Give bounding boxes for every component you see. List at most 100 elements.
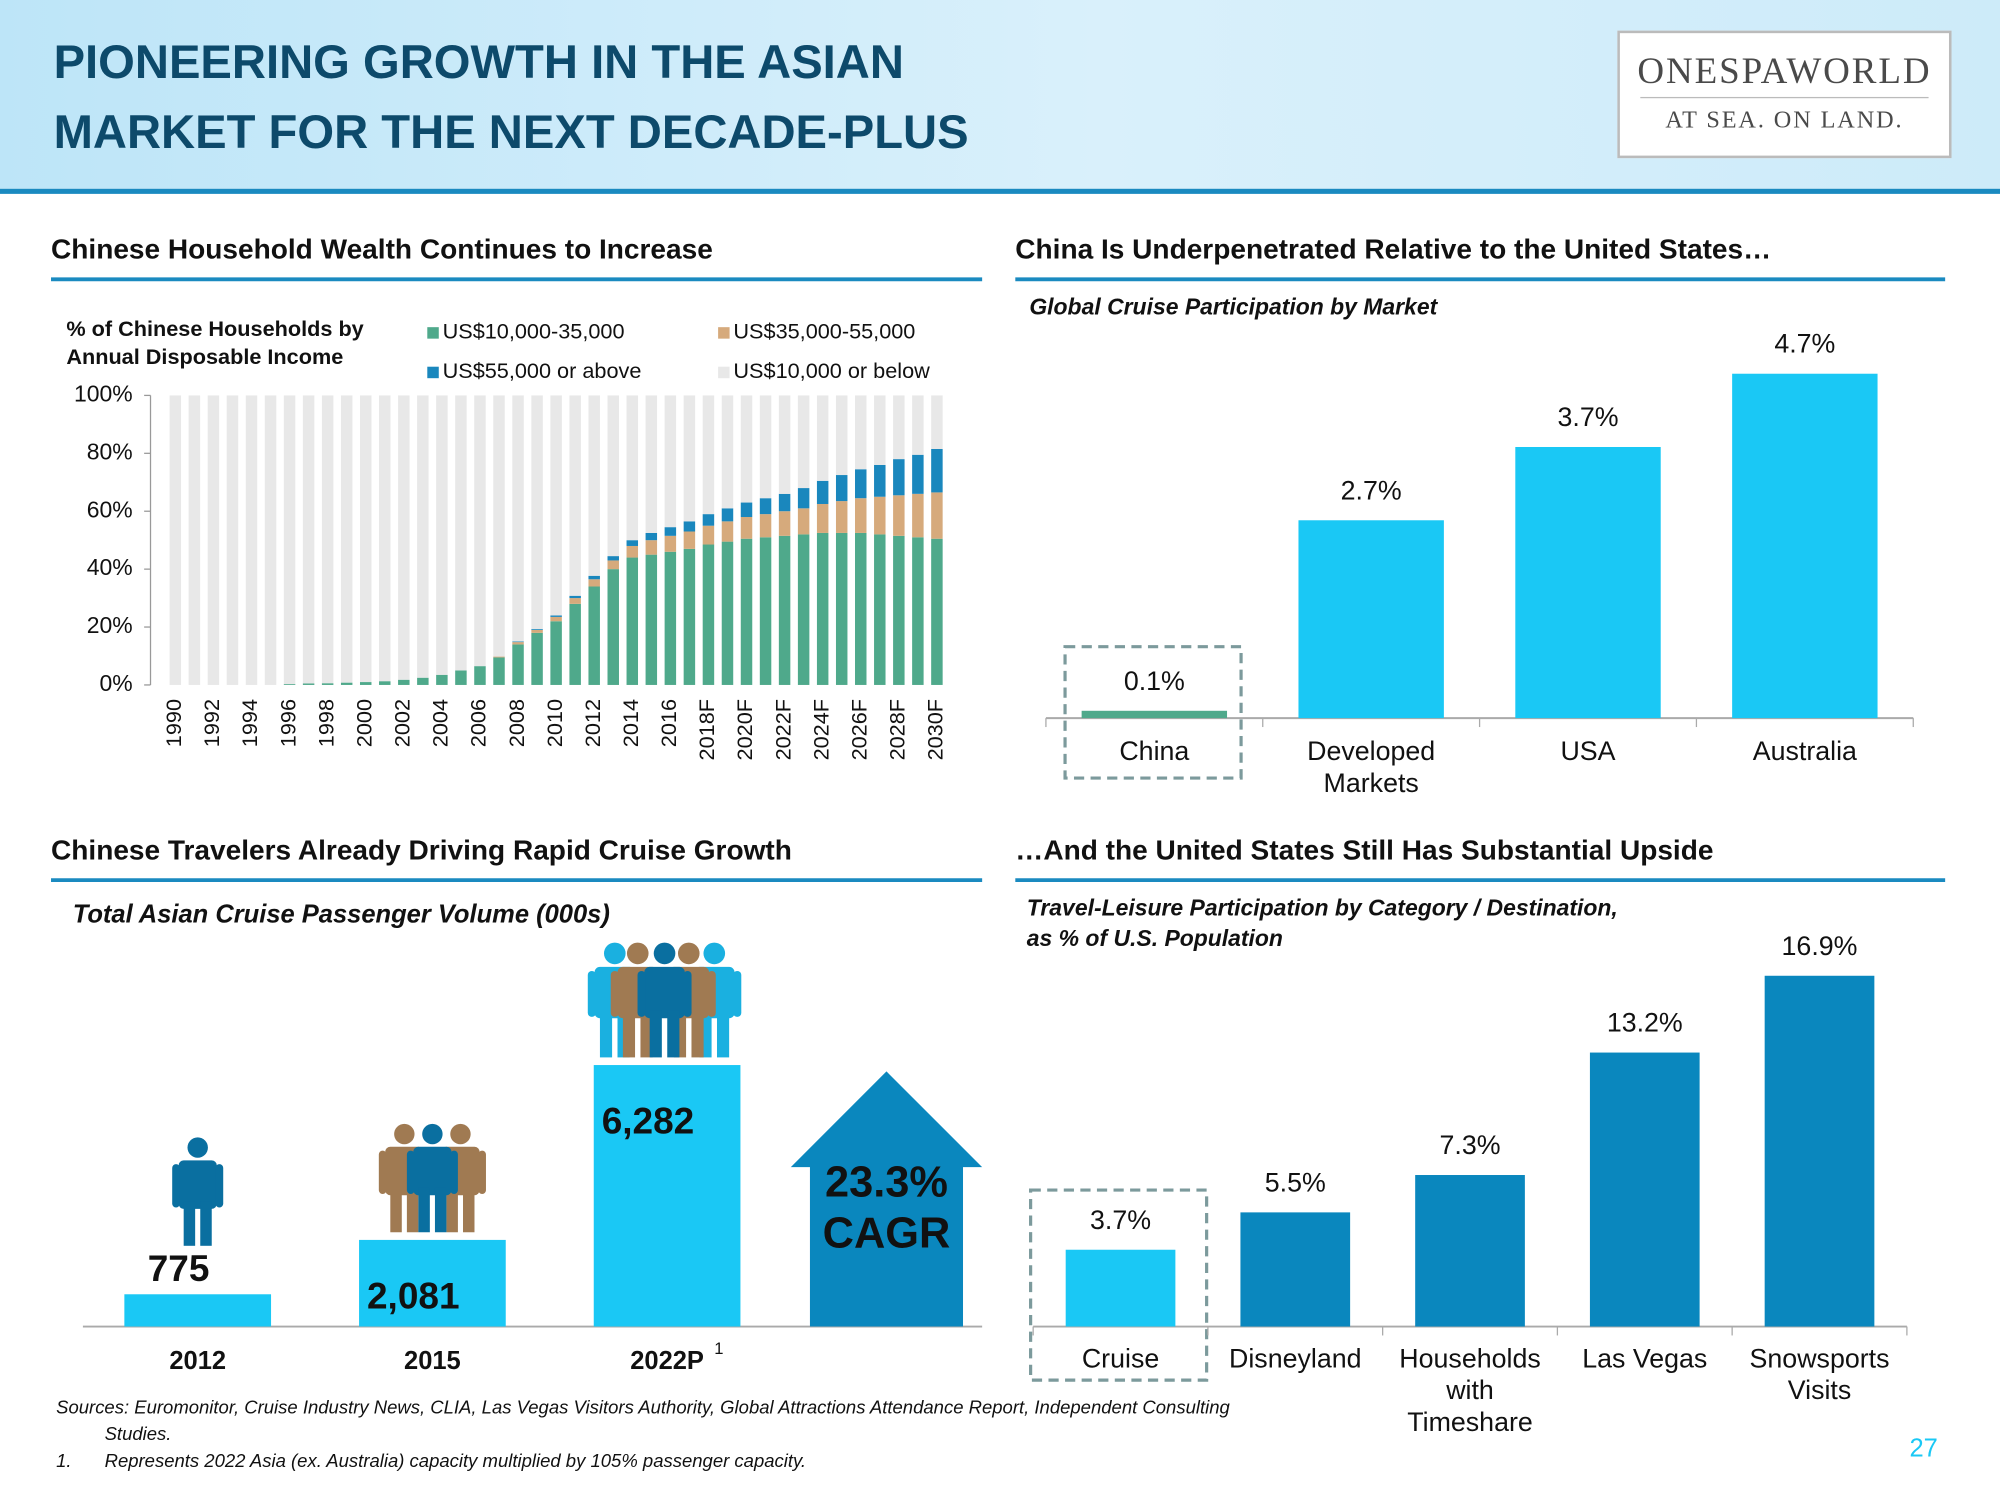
category-label: Households with Timeshare	[1399, 1344, 1541, 1438]
bar-segment	[359, 395, 372, 683]
category-label: Disneyland	[1229, 1344, 1362, 1374]
legend-label: US$35,000-55,000	[733, 319, 915, 344]
logo-box: ONESPAWORLD AT SEA. ON LAND.	[1617, 30, 1952, 159]
bar-segment	[683, 395, 696, 522]
bar-segment	[740, 502, 753, 518]
icon-leg	[667, 1010, 680, 1058]
chart-title: as % of U.S. Population	[1027, 925, 1283, 951]
bar-segment	[683, 531, 696, 549]
bar-segment	[569, 595, 581, 599]
bar-segment	[417, 395, 429, 678]
section-heading: Chinese Travelers Already Driving Rapid …	[51, 834, 792, 865]
logo-rule	[1640, 96, 1929, 99]
header-title: PIONEERING GROWTH IN THE ASIAN	[53, 35, 904, 89]
bar-segment	[283, 684, 296, 685]
x-tick-label: 1996	[275, 699, 300, 747]
bar-segment	[778, 535, 791, 685]
icon-leg	[599, 1010, 613, 1058]
bar-segment	[816, 503, 829, 533]
legend-label: US$10,000-35,000	[443, 319, 625, 344]
x-tick-label: 2018F	[694, 699, 719, 760]
icon-arm	[683, 970, 692, 1017]
bar-segment	[588, 395, 600, 576]
bar-segment	[778, 511, 791, 536]
bar	[1240, 1212, 1351, 1327]
bar-segment	[759, 498, 772, 515]
bar-segment	[721, 521, 734, 542]
bar-segment	[302, 683, 315, 685]
bar-segment	[474, 666, 486, 685]
footnote: Represents 2022 Asia (ex. Australia) cap…	[104, 1451, 807, 1472]
bar-segment	[493, 395, 505, 657]
bar-segment	[893, 395, 905, 460]
icon-leg	[691, 1010, 704, 1058]
bar-segment	[702, 514, 715, 526]
cagr-label: CAGR	[823, 1209, 951, 1257]
bar-segment	[893, 495, 905, 536]
bar-segment	[645, 554, 658, 685]
icon-body	[413, 1146, 452, 1196]
bar-segment	[740, 538, 753, 685]
icon-arm	[478, 1150, 486, 1194]
bar-segment	[436, 674, 448, 685]
icon-head	[187, 1137, 208, 1158]
bar-segment	[398, 679, 410, 685]
icon-head	[422, 1123, 443, 1145]
icon-body	[178, 1160, 217, 1209]
bar-segment	[874, 464, 886, 497]
bar-segment	[893, 459, 905, 496]
bar-segment	[721, 395, 734, 509]
bar-segment	[359, 682, 372, 685]
bar-segment	[645, 540, 658, 555]
bar-segment	[493, 656, 505, 658]
bar-segment	[531, 632, 543, 685]
bar-segment	[169, 395, 182, 685]
value-label: 3.7%	[1090, 1205, 1151, 1235]
value-label: 2,081	[367, 1275, 460, 1316]
bar-segment	[645, 395, 658, 533]
bar-segment	[607, 556, 619, 561]
person-icon	[406, 1123, 458, 1233]
icon-arm	[450, 1150, 458, 1194]
x-tick-label: 1992	[199, 699, 224, 747]
bar-segment	[417, 677, 429, 685]
bar-segment	[664, 527, 677, 536]
bar-segment	[664, 551, 677, 685]
bar-segment	[531, 629, 543, 630]
highlight-box	[1029, 1188, 1209, 1382]
x-tick-label: 2012	[580, 699, 605, 747]
x-tick-label: 2030F	[923, 699, 948, 760]
bar-segment	[455, 670, 467, 685]
value-label: 6,282	[602, 1100, 695, 1141]
bar-segment	[607, 395, 619, 557]
icon-arm	[215, 1164, 224, 1208]
icon-leg	[434, 1187, 447, 1233]
bar	[124, 1294, 272, 1327]
bar-segment	[550, 615, 562, 617]
bar-segment	[835, 532, 848, 685]
bar-segment	[855, 532, 867, 685]
x-tick-label: 2008	[504, 699, 529, 747]
bar-segment	[797, 534, 810, 685]
bar-segment	[702, 395, 715, 515]
y-tick-label: 80%	[87, 438, 133, 464]
value-label: 13.2%	[1607, 1008, 1683, 1038]
x-tick-label: 2006	[466, 699, 491, 747]
bar-segment	[569, 395, 581, 596]
x-tick-label: 2004	[428, 699, 453, 747]
icon-head	[677, 942, 700, 965]
legend-label: US$55,000 or above	[443, 358, 642, 383]
x-tick-label: 2002	[390, 699, 415, 747]
bar-segment	[607, 569, 619, 685]
icon-leg	[446, 1187, 458, 1233]
icon-leg	[649, 1010, 662, 1058]
bar-segment	[931, 448, 943, 493]
bar-segment	[721, 508, 734, 522]
x-tick-label: 2024F	[808, 699, 833, 760]
bar-segment	[835, 501, 848, 533]
icon-leg	[418, 1187, 430, 1233]
bar-segment	[531, 395, 543, 630]
value-label: 0.1%	[1124, 666, 1185, 696]
